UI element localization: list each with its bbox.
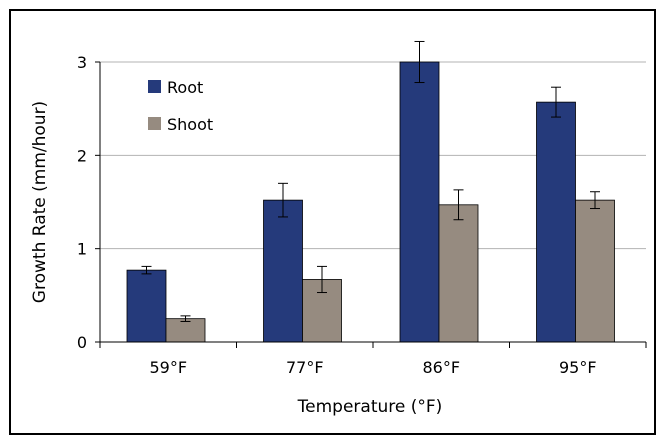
y-tick-label: 1 xyxy=(77,240,87,259)
error-bars xyxy=(141,40,600,322)
legend: Root Shoot xyxy=(148,78,213,134)
bar-root-1 xyxy=(263,199,303,343)
x-ticks: 59°F 77°F 86°F 95°F xyxy=(99,342,647,377)
y-axis-title: Growth Rate (mm/hour) xyxy=(30,101,50,303)
y-ticks: 0 1 2 3 xyxy=(77,53,100,352)
bar-shoot-0 xyxy=(165,318,206,343)
bars xyxy=(126,61,615,343)
x-tick-label: 95°F xyxy=(559,358,597,377)
x-tick-label: 86°F xyxy=(422,358,460,377)
legend-swatch-root xyxy=(148,80,161,93)
legend-label-shoot: Shoot xyxy=(167,115,213,134)
legend-swatch-shoot xyxy=(148,117,161,130)
x-tick-label: 77°F xyxy=(286,358,324,377)
y-tick-label: 2 xyxy=(77,146,87,165)
bar-shoot-2 xyxy=(438,204,479,343)
legend-label-root: Root xyxy=(167,78,203,97)
bar-root-0 xyxy=(126,269,167,343)
x-axis-title: Temperature (°F) xyxy=(297,397,443,417)
bar-root-3 xyxy=(536,101,576,343)
y-tick-label: 0 xyxy=(77,333,87,352)
y-tick-label: 3 xyxy=(77,53,87,72)
x-tick-label: 59°F xyxy=(149,358,187,377)
bar-shoot-3 xyxy=(575,199,615,343)
bar-root-2 xyxy=(399,61,440,343)
